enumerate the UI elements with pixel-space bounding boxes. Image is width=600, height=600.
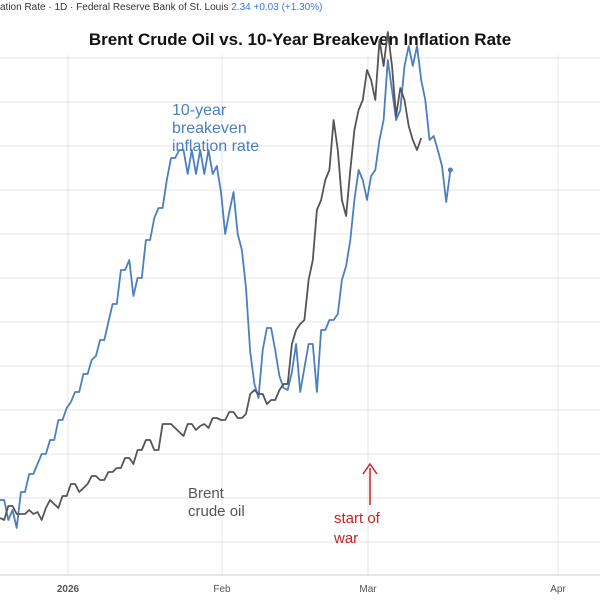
series-label: Brent bbox=[188, 485, 225, 502]
war-annotation-text: start of bbox=[334, 510, 381, 527]
series-label: crude oil bbox=[188, 503, 245, 520]
brent-series-line bbox=[0, 31, 423, 521]
header-text: ation Rate · 1D · Federal Reserve Bank o… bbox=[0, 2, 229, 13]
x-tick-label: Apr bbox=[550, 584, 566, 595]
series-label: 10-year bbox=[172, 102, 227, 119]
war-arrow-head bbox=[362, 462, 378, 475]
x-tick-label: Feb bbox=[213, 584, 231, 595]
header-change: +0.03 (+1.30%) bbox=[253, 2, 323, 13]
breakeven-last-point bbox=[447, 167, 453, 173]
x-tick-label: Mar bbox=[359, 584, 377, 595]
war-annotation-text: war bbox=[333, 530, 358, 547]
header-value: 2.34 bbox=[231, 2, 251, 13]
breakeven-series-line bbox=[0, 45, 452, 529]
chart-title: Brent Crude Oil vs. 10-Year Breakeven In… bbox=[88, 30, 512, 49]
x-tick-label: 2026 bbox=[57, 584, 80, 595]
series-label: breakeven bbox=[172, 120, 247, 137]
series-label: inflation rate bbox=[172, 138, 259, 155]
chart-source-header: ation Rate · 1D · Federal Reserve Bank o… bbox=[0, 2, 322, 13]
